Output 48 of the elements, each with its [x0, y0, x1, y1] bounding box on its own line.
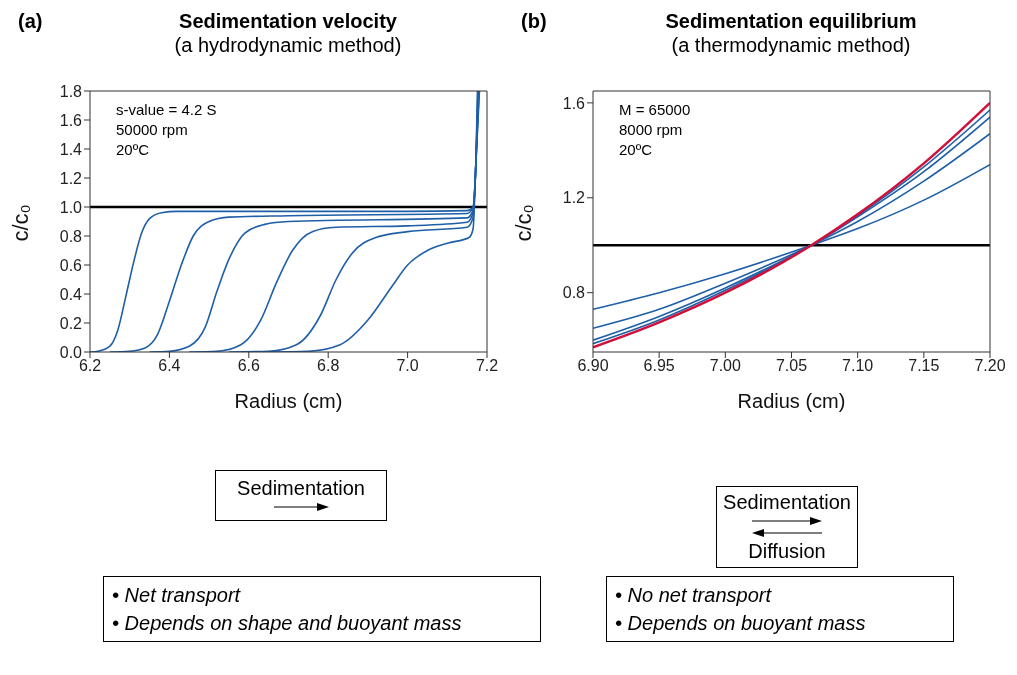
- chart-title: Sedimentation velocity: [178, 10, 398, 33]
- chart-title: Sedimentation equilibrium: [664, 10, 918, 33]
- annotation: 20ºC: [116, 140, 150, 160]
- text: Sedimentation: [236, 477, 366, 500]
- annotation: 50000 rpm: [116, 120, 189, 140]
- annotation: M = 65000: [619, 100, 691, 120]
- y-tick-label: 1.2: [59, 169, 83, 187]
- x-axis-title: Radius (cm): [737, 390, 846, 412]
- x-axis-title: Radius (cm): [234, 390, 343, 412]
- x-tick-label: 7.15: [908, 357, 940, 375]
- x-tick-label: 7.20: [974, 357, 1006, 375]
- y-axis-title: c/c₀: [510, 204, 536, 242]
- y-tick-label: 1.4: [59, 140, 83, 158]
- x-tick-label: 7.10: [842, 357, 874, 375]
- y-tick-label: 0.8: [59, 227, 83, 245]
- x-tick-label: 7.05: [775, 357, 808, 375]
- annotation: 8000 rpm: [619, 120, 684, 140]
- x-tick-label: 7.2: [475, 357, 499, 375]
- x-tick-label: 6.95: [643, 357, 675, 375]
- x-tick-label: 6.4: [158, 357, 181, 375]
- y-axis-title: c/c₀: [7, 204, 33, 242]
- x-tick-label: 6.6: [237, 357, 261, 375]
- text: (b): [521, 10, 547, 33]
- annotation: s-value = 4.2 S: [116, 100, 217, 120]
- x-tick-label: 7.00: [709, 357, 742, 375]
- y-tick-label: 0.4: [59, 285, 83, 303]
- y-tick-label: 0.8: [562, 284, 586, 302]
- y-tick-label: 1.2: [562, 189, 586, 207]
- y-tick-label: 1.6: [59, 111, 83, 129]
- annotation: 20ºC: [619, 140, 653, 160]
- chart-subtitle: (a thermodynamic method): [670, 34, 912, 57]
- y-tick-label: 1.8: [59, 82, 83, 100]
- x-tick-label: 6.8: [317, 357, 340, 375]
- text: • No net transport: [615, 583, 773, 608]
- text: • Depends on buoyant mass: [615, 611, 867, 636]
- text: (a): [18, 10, 43, 33]
- x-tick-label: 6.90: [577, 357, 609, 375]
- text: • Depends on shape and buoyant mass: [112, 611, 463, 636]
- y-tick-label: 0.2: [59, 314, 83, 332]
- text: Sedimentation: [722, 491, 852, 514]
- y-tick-label: 1.6: [562, 94, 586, 112]
- y-tick-label: 1.0: [59, 198, 83, 216]
- text: • Net transport: [112, 583, 242, 608]
- x-tick-label: 6.2: [78, 357, 102, 375]
- text: Diffusion: [747, 540, 827, 563]
- x-tick-label: 7.0: [396, 357, 419, 375]
- y-tick-label: 0.6: [59, 256, 83, 274]
- chart-subtitle: (a hydrodynamic method): [173, 34, 403, 57]
